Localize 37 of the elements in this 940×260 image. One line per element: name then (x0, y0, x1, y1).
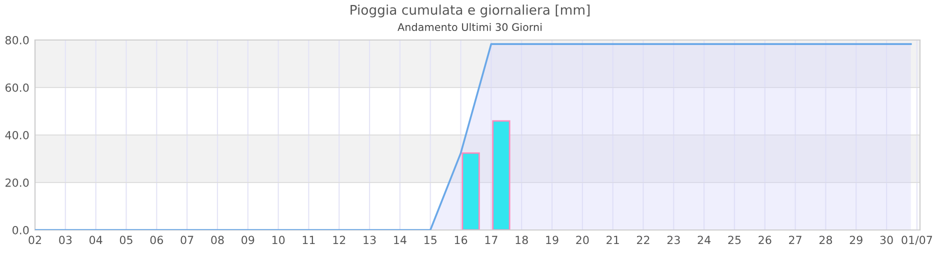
x-tick-label: 06 (150, 236, 164, 244)
x-tick-label: 13 (364, 236, 376, 244)
x-tick-label: 10 (272, 236, 285, 244)
x-tick-label: 23 (667, 236, 680, 244)
x-tick-label: 01/07 (902, 236, 932, 246)
x-tick-label: 26 (758, 236, 772, 244)
x-tick-label: 02 (28, 236, 41, 244)
x-tick-label: 28 (819, 236, 832, 244)
y-tick-label: 20.0 (6, 178, 29, 187)
x-tick-label: 11 (302, 236, 315, 244)
x-tick-label: 29 (850, 236, 862, 244)
x-tick-label: 14 (394, 236, 406, 244)
x-tick-label: 20 (576, 236, 589, 244)
x-tick-label: 24 (698, 236, 711, 244)
x-tick-label: 09 (242, 236, 254, 244)
chart-subtitle: Andamento Ultimi 30 Giorni (398, 22, 542, 32)
x-tick-label: 17 (485, 236, 498, 244)
x-tick-label: 30 (880, 236, 893, 244)
y-tick-label: 0.0 (12, 226, 29, 234)
x-tick-label: 21 (606, 236, 619, 244)
y-tick-label: 80.0 (5, 36, 29, 44)
x-tick-label: 19 (546, 236, 558, 244)
x-tick-label: 07 (180, 236, 194, 244)
x-tick-label: 08 (211, 236, 224, 244)
x-tick-label: 22 (636, 236, 650, 244)
x-tick-label: 03 (59, 236, 72, 244)
x-tick-label: 05 (120, 236, 132, 244)
x-tick-label: 12 (333, 236, 346, 244)
x-tick-label: 16 (454, 236, 468, 244)
chart-title: Pioggia cumulata e giornaliera [mm] (350, 4, 590, 18)
x-tick-label: 27 (789, 236, 802, 244)
y-tick-label: 60.0 (5, 83, 29, 92)
x-tick-label: 18 (516, 236, 528, 244)
x-tick-label: 25 (728, 236, 741, 244)
x-tick-label: 04 (89, 236, 102, 244)
y-tick-label: 40.0 (5, 130, 29, 140)
x-tick-label: 15 (424, 236, 436, 244)
